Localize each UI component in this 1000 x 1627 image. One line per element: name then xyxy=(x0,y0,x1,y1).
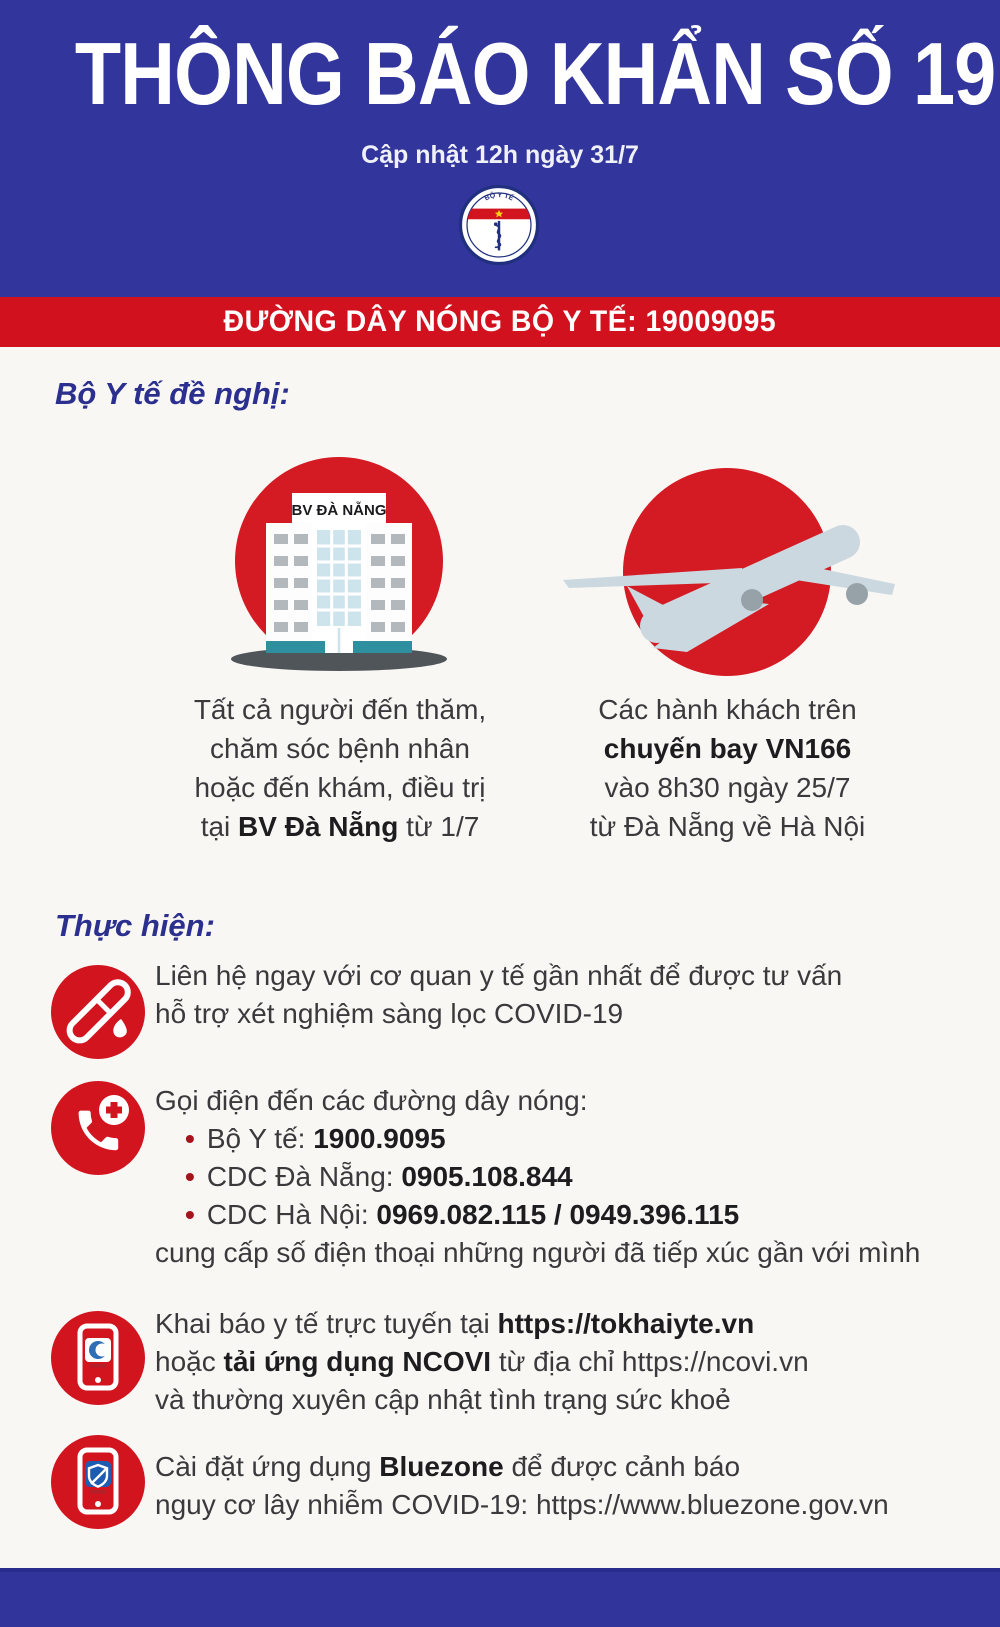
hotline-banner: ĐƯỜNG DÂY NÓNG BỘ Y TẾ: 19009095 xyxy=(0,297,1000,347)
bullet-item: • CDC Đà Nẵng: 0905.108.844 xyxy=(185,1161,573,1192)
text-line: từ Đà Nẵng về Hà Nội xyxy=(589,811,866,842)
text-line: chuyến bay VN166 xyxy=(603,733,852,764)
section-heading-requests: Bộ Y tế đề nghị: xyxy=(55,376,290,411)
text-line: và thường xuyên cập nhật tình trạng sức … xyxy=(155,1384,731,1415)
text-line: Khai báo y tế trực tuyến tại https://tok… xyxy=(155,1308,755,1339)
text-line: Các hành khách trên xyxy=(598,694,857,725)
text-line: Cài đặt ứng dụng Bluezone để được cảnh b… xyxy=(155,1451,741,1482)
action-item-hotlines: Gọi điện đến các đường dây nóng: • Bộ Y t… xyxy=(155,1082,920,1272)
hotline-text: ĐƯỜNG DÂY NÓNG BỘ Y TẾ: 19009095 xyxy=(223,305,777,338)
hospital-sign-label: BV ĐÀ NẴNG xyxy=(291,502,386,519)
phone-call-plus-icon xyxy=(51,1081,145,1175)
test-tube-icon xyxy=(51,965,145,1059)
text-line: nguy cơ lây nhiễm COVID-19: https://www.… xyxy=(155,1489,889,1520)
footer-bar xyxy=(0,1568,1000,1627)
text-line: hoặc đến khám, điều trị xyxy=(194,772,486,803)
page-title: THÔNG BÁO KHẨN SỐ 19 xyxy=(74,24,996,123)
hospital-note: Tất cả người đến thăm, chăm sóc bệnh nhâ… xyxy=(115,690,565,846)
action-item-declaration: Khai báo y tế trực tuyến tại https://tok… xyxy=(155,1305,809,1419)
text-line: chăm sóc bệnh nhân xyxy=(210,733,470,764)
update-subtitle: Cập nhật 12h ngày 31/7 xyxy=(361,141,639,169)
text-line: Gọi điện đến các đường dây nóng: xyxy=(155,1085,588,1116)
text-line: vào 8h30 ngày 25/7 xyxy=(604,772,851,803)
bullet-item: • Bộ Y tế: 1900.9095 xyxy=(185,1123,446,1154)
text-line: cung cấp số điện thoại những người đã ti… xyxy=(155,1237,921,1268)
text-line: tại BV Đà Nẵng từ 1/7 xyxy=(200,811,480,842)
bullet-dot: • xyxy=(185,1161,195,1192)
bullet-item: • CDC Hà Nội: 0969.082.115 / 0949.396.115 xyxy=(185,1199,740,1230)
action-item-contact: Liên hệ ngay với cơ quan y tế gần nhất đ… xyxy=(155,957,842,1033)
text-line: Tất cả người đến thăm, xyxy=(193,694,487,725)
bluezone-app-phone-icon xyxy=(51,1435,145,1529)
section-heading-actions: Thực hiện: xyxy=(55,908,215,943)
action-item-bluezone: Cài đặt ứng dụng Bluezone để được cảnh b… xyxy=(155,1448,889,1524)
text-line: Liên hệ ngay với cơ quan y tế gần nhất đ… xyxy=(155,960,843,991)
ncovi-app-phone-icon xyxy=(51,1311,145,1405)
text-line: hỗ trợ xét nghiệm sàng lọc COVID-19 xyxy=(155,998,624,1029)
text-line: hoặc tải ứng dụng NCOVI từ địa chỉ https… xyxy=(155,1346,809,1377)
header-banner: THÔNG BÁO KHẨN SỐ 19 Cập nhật 12h ngày 3… xyxy=(0,0,1000,297)
bullet-dot: • xyxy=(185,1123,195,1154)
ministry-of-health-logo-icon: BỘ Y TẾ xyxy=(458,184,540,266)
bullet-dot: • xyxy=(185,1199,195,1230)
hospital-building-icon: BV ĐÀ NẴNG xyxy=(231,457,447,671)
flight-note: Các hành khách trên chuyến bay VN166 vào… xyxy=(500,690,955,846)
airplane-icon xyxy=(563,468,895,676)
